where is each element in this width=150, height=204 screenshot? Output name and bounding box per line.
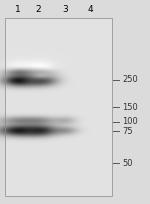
Text: 50: 50 xyxy=(122,159,132,167)
Text: 1: 1 xyxy=(15,4,21,13)
Text: 3: 3 xyxy=(62,4,68,13)
Text: 100: 100 xyxy=(122,118,138,126)
Bar xyxy=(5,18,112,196)
Text: 150: 150 xyxy=(122,102,138,112)
Text: 2: 2 xyxy=(35,4,41,13)
Text: 75: 75 xyxy=(122,126,133,135)
Text: 250: 250 xyxy=(122,75,138,84)
Text: 4: 4 xyxy=(87,4,93,13)
